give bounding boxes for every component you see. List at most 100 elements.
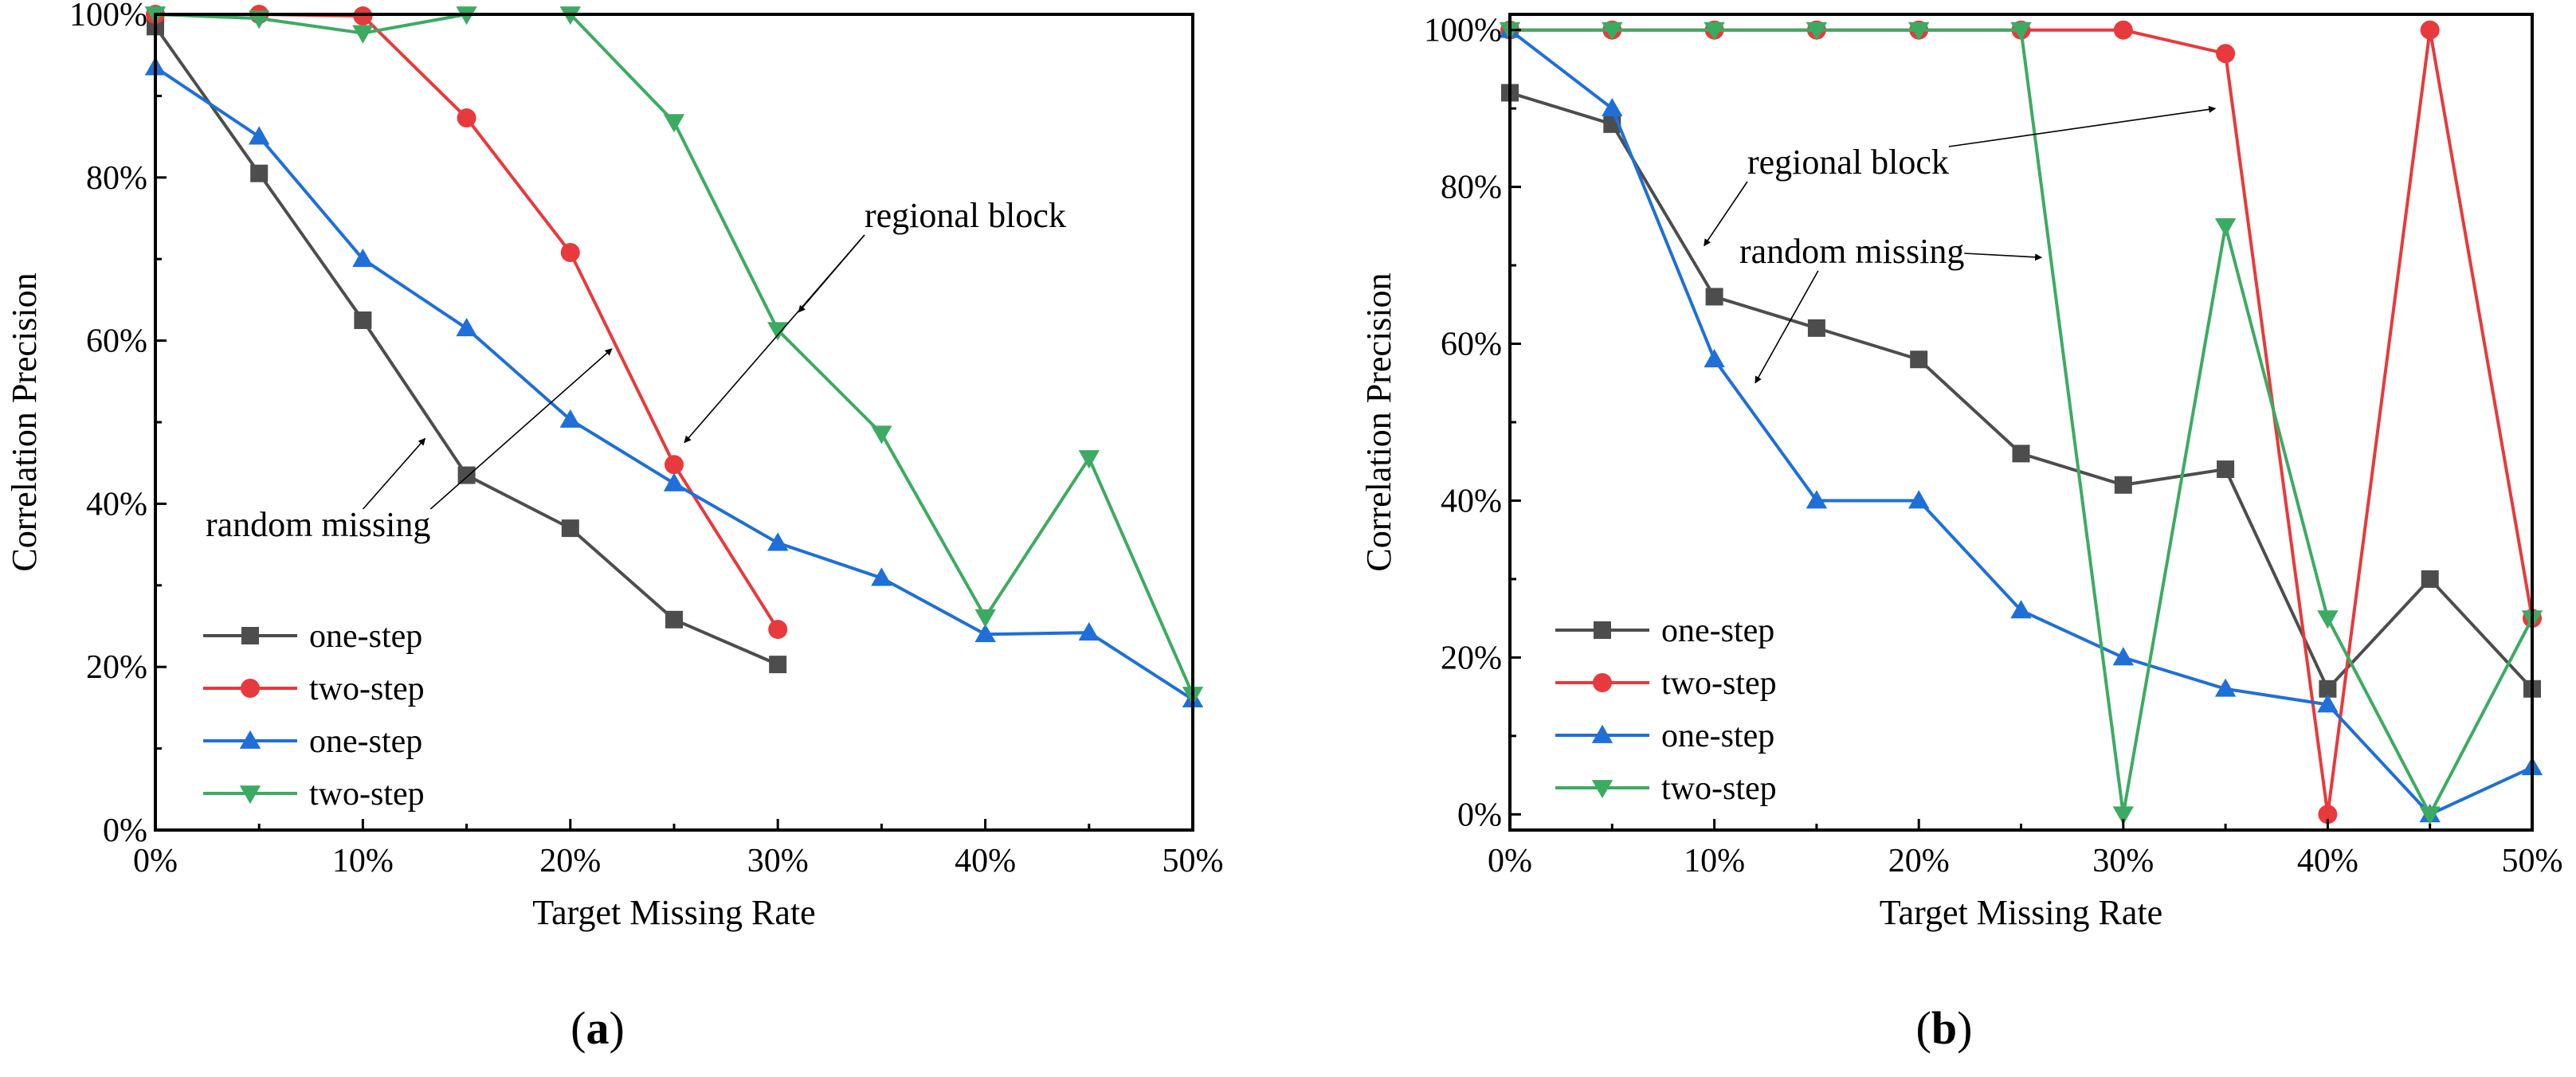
legend-item: two-step (203, 776, 425, 813)
legend-swatch (203, 730, 297, 749)
y-axis-title: Correlation Precision (5, 272, 44, 571)
data-point (2217, 460, 2235, 479)
data-point (663, 472, 685, 492)
x-tick-label: 10% (332, 843, 394, 879)
data-point (2216, 44, 2236, 64)
data-point (2012, 445, 2030, 463)
data-point (2317, 694, 2339, 713)
legend-marker (1593, 673, 1612, 692)
series-3-two-step (1499, 22, 2543, 825)
x-tick-label: 40% (955, 843, 1016, 879)
y-tick-label: 40% (86, 486, 147, 523)
legend-marker (1591, 724, 1613, 743)
plot-area (144, 5, 1204, 708)
x-tick-label: 0% (1488, 843, 1532, 879)
legend-item: one-step (1555, 613, 1774, 649)
legend: one-step two-step one-step two-step (1555, 613, 1777, 807)
data-point (974, 609, 996, 628)
x-tick-label: 50% (2502, 843, 2563, 879)
annotation-text: random missing (206, 505, 430, 544)
y-tick-label: 20% (86, 649, 147, 686)
legend-swatch (203, 627, 297, 644)
legend-item: one-step (1555, 718, 1774, 754)
legend-label: two-step (309, 776, 425, 813)
annotation-arrows (1755, 253, 2043, 384)
legend-item: two-step (203, 671, 425, 707)
annotation: regional block (1704, 105, 2217, 247)
annotations: regional block random missing (206, 196, 1066, 544)
legend-label: two-step (309, 671, 425, 707)
data-point (1704, 349, 1725, 368)
y-tick-label: 60% (86, 323, 147, 360)
annotation: random missing (1739, 232, 2043, 384)
data-point (1806, 22, 1828, 41)
data-point (2214, 678, 2237, 697)
series-2-one-step (1499, 19, 2543, 823)
data-point (768, 620, 788, 640)
data-point (1705, 288, 1723, 306)
x-tick-label: 10% (1684, 843, 1745, 879)
legend-swatch (1555, 673, 1649, 692)
x-tick-label: 30% (2092, 843, 2154, 879)
data-point (560, 243, 580, 263)
data-point (2214, 217, 2237, 237)
data-point (1908, 490, 1930, 509)
annotation-arrows (684, 234, 865, 444)
x-tick-label: 30% (747, 843, 809, 879)
x-tick-label: 20% (1888, 843, 1950, 879)
legend-item: one-step (203, 723, 422, 760)
y-tick-label: 80% (86, 160, 147, 197)
series-1-two-step (1500, 20, 2542, 824)
x-tick-label: 50% (1163, 843, 1224, 879)
data-point (663, 114, 685, 133)
annotation-text: regional block (865, 196, 1066, 235)
data-point (353, 6, 373, 26)
data-point (352, 249, 374, 268)
data-point (1806, 490, 1828, 509)
data-point (974, 624, 996, 643)
annotation-arrow (1755, 270, 1819, 384)
y-tick-label: 0% (103, 813, 147, 849)
data-point (457, 108, 476, 128)
legend-swatch (203, 679, 297, 698)
axis-ticks: 0% 10% 20% 30% 40% 50% 0% 20% 40% 60% 80% 100% (69, 0, 1224, 879)
data-point (767, 322, 789, 341)
data-point (665, 610, 683, 629)
data-point (2420, 20, 2440, 40)
x-axis-title: Target Missing Rate (532, 893, 815, 932)
y-tick-label: 40% (1441, 483, 1502, 519)
legend-item: two-step (1555, 770, 1777, 807)
data-point (2010, 22, 2032, 41)
legend-swatch (1555, 621, 1649, 639)
series-3-two-step (144, 6, 1204, 706)
annotation-text: regional block (1747, 143, 1949, 182)
data-point (767, 532, 789, 551)
x-tick-label: 20% (539, 843, 601, 879)
data-point (249, 126, 270, 145)
data-point (2419, 806, 2441, 825)
legend-swatch (1555, 724, 1649, 743)
data-point (2421, 570, 2439, 588)
panel-label-letter: b (1931, 1002, 1957, 1054)
data-point (2114, 476, 2132, 494)
panel-label-letter: a (586, 1002, 610, 1054)
plot-area (1499, 19, 2543, 825)
legend-marker (241, 679, 260, 698)
legend-marker (1594, 621, 1611, 639)
annotation-arrows (1704, 105, 2217, 247)
data-point (1908, 22, 1930, 41)
legend-label: one-step (309, 618, 422, 655)
annotation: regional block (684, 196, 1066, 444)
axis-ticks: 0% 10% 20% 30% 40% 50% 0% 20% 40% 60% 80% 100% (1424, 13, 2563, 879)
panel-label: (b) (1916, 1002, 1973, 1054)
annotation: random missing (206, 348, 613, 544)
chart-panel-b: 0% 10% 20% 30% 40% 50% 0% 20% 40% 60% 80% 100% Targ… (1359, 13, 2563, 1054)
legend-marker (241, 627, 259, 644)
series-line (154, 65, 1194, 701)
annotation-arrows (363, 348, 613, 510)
annotation-arrow (363, 437, 426, 510)
data-point (1078, 621, 1100, 641)
annotation-arrow (429, 348, 613, 510)
data-point (2317, 610, 2339, 629)
